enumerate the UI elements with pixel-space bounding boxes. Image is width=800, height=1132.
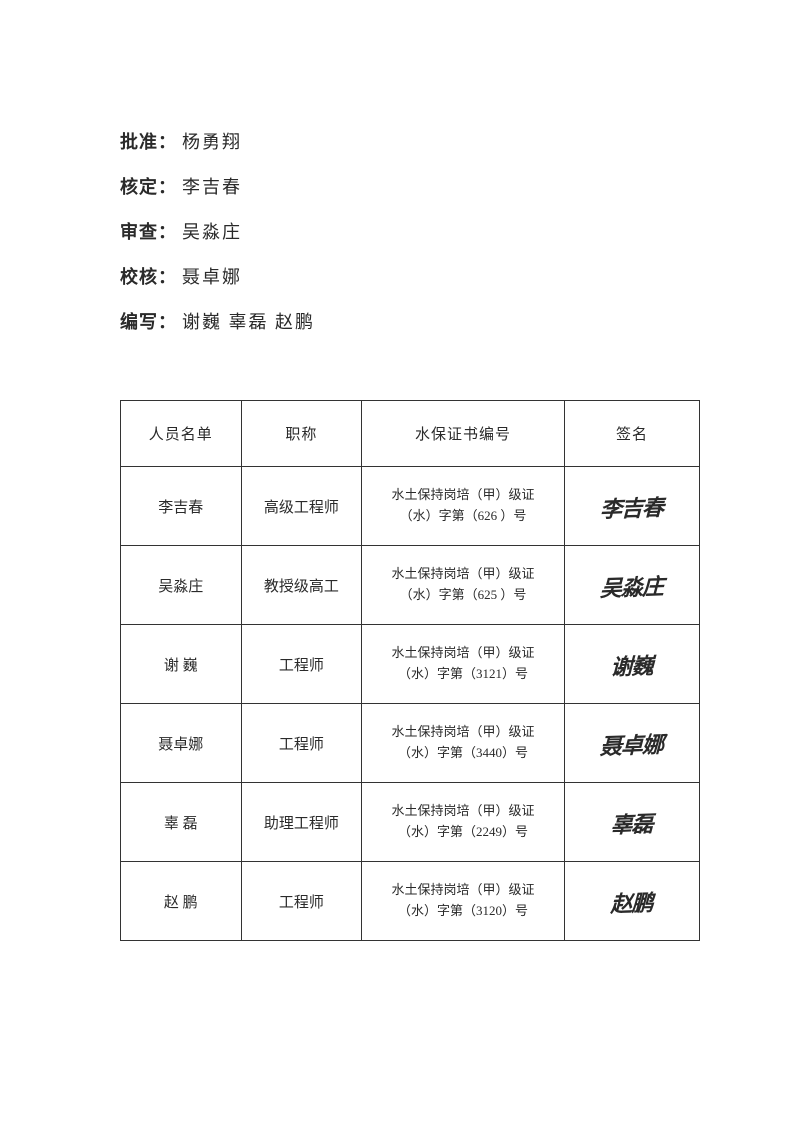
cell-cert: 水土保持岗培（甲）级证 （水）字第（2249）号: [362, 783, 565, 862]
cert-line1: 水土保持岗培（甲）级证: [367, 564, 559, 585]
table-row: 李吉春 高级工程师 水土保持岗培（甲）级证 （水）字第（626 ）号 李吉春: [121, 467, 700, 546]
role-label: 批准：: [120, 120, 177, 165]
cert-line1: 水土保持岗培（甲）级证: [367, 722, 559, 743]
cert-line2: （水）字第（3121）号: [367, 664, 559, 685]
cell-sign: 聂卓娜: [564, 701, 700, 785]
cert-line1: 水土保持岗培（甲）级证: [367, 880, 559, 901]
cell-cert: 水土保持岗培（甲）级证 （水）字第（3121）号: [362, 625, 565, 704]
role-label: 核定：: [120, 165, 177, 210]
cert-line2: （水）字第（625 ）号: [367, 585, 559, 606]
role-value: 聂卓娜: [182, 255, 242, 300]
table-row: 辜 磊 助理工程师 水土保持岗培（甲）级证 （水）字第（2249）号 辜磊: [121, 783, 700, 862]
cell-name: 辜 磊: [121, 783, 242, 862]
role-value: 谢巍 辜磊 赵鹏: [182, 300, 315, 345]
cell-name: 谢 巍: [121, 625, 242, 704]
cell-cert: 水土保持岗培（甲）级证 （水）字第（3120）号: [362, 862, 565, 941]
cell-name: 吴淼庄: [121, 546, 242, 625]
cert-line1: 水土保持岗培（甲）级证: [367, 643, 559, 664]
role-label: 校核：: [120, 255, 177, 300]
personnel-table: 人员名单 职称 水保证书编号 签名 李吉春 高级工程师 水土保持岗培（甲）级证 …: [120, 400, 700, 941]
table-row: 吴淼庄 教授级高工 水土保持岗培（甲）级证 （水）字第（625 ）号 吴淼庄: [121, 546, 700, 625]
role-value: 李吉春: [182, 165, 242, 210]
role-row-check: 校核： 聂卓娜: [120, 255, 700, 300]
cell-cert: 水土保持岗培（甲）级证 （水）字第（3440）号: [362, 704, 565, 783]
cell-title: 教授级高工: [241, 546, 362, 625]
cell-title: 高级工程师: [241, 467, 362, 546]
role-row-verify: 核定： 李吉春: [120, 165, 700, 210]
header-sign: 签名: [564, 401, 699, 467]
table-row: 谢 巍 工程师 水土保持岗培（甲）级证 （水）字第（3121）号 谢巍: [121, 625, 700, 704]
cell-sign: 谢巍: [564, 622, 700, 706]
cell-sign: 李吉春: [564, 464, 700, 548]
cert-line2: （水）字第（626 ）号: [367, 506, 559, 527]
cell-sign: 赵鹏: [564, 859, 700, 943]
role-value: 吴淼庄: [182, 210, 242, 255]
table-row: 聂卓娜 工程师 水土保持岗培（甲）级证 （水）字第（3440）号 聂卓娜: [121, 704, 700, 783]
role-label: 审查：: [120, 210, 177, 255]
cell-cert: 水土保持岗培（甲）级证 （水）字第（626 ）号: [362, 467, 565, 546]
cert-line2: （水）字第（2249）号: [367, 822, 559, 843]
cell-sign: 吴淼庄: [564, 543, 700, 627]
role-row-review: 审查： 吴淼庄: [120, 210, 700, 255]
cell-title: 工程师: [241, 704, 362, 783]
cert-line1: 水土保持岗培（甲）级证: [367, 801, 559, 822]
cert-line2: （水）字第（3120）号: [367, 901, 559, 922]
cert-line2: （水）字第（3440）号: [367, 743, 559, 764]
role-value: 杨勇翔: [182, 120, 242, 165]
cert-line1: 水土保持岗培（甲）级证: [367, 485, 559, 506]
cell-name: 聂卓娜: [121, 704, 242, 783]
table-header-row: 人员名单 职称 水保证书编号 签名: [121, 401, 700, 467]
table-row: 赵 鹏 工程师 水土保持岗培（甲）级证 （水）字第（3120）号 赵鹏: [121, 862, 700, 941]
header-name: 人员名单: [121, 401, 242, 467]
cell-name: 赵 鹏: [121, 862, 242, 941]
header-cert: 水保证书编号: [362, 401, 565, 467]
cell-title: 工程师: [241, 862, 362, 941]
cell-title: 助理工程师: [241, 783, 362, 862]
cell-title: 工程师: [241, 625, 362, 704]
role-row-write: 编写： 谢巍 辜磊 赵鹏: [120, 300, 700, 345]
cell-name: 李吉春: [121, 467, 242, 546]
roles-section: 批准： 杨勇翔 核定： 李吉春 审查： 吴淼庄 校核： 聂卓娜 编写： 谢巍 辜…: [120, 120, 700, 345]
header-title: 职称: [241, 401, 362, 467]
cell-sign: 辜磊: [564, 780, 700, 864]
role-row-approve: 批准： 杨勇翔: [120, 120, 700, 165]
role-label: 编写：: [120, 300, 177, 345]
cell-cert: 水土保持岗培（甲）级证 （水）字第（625 ）号: [362, 546, 565, 625]
